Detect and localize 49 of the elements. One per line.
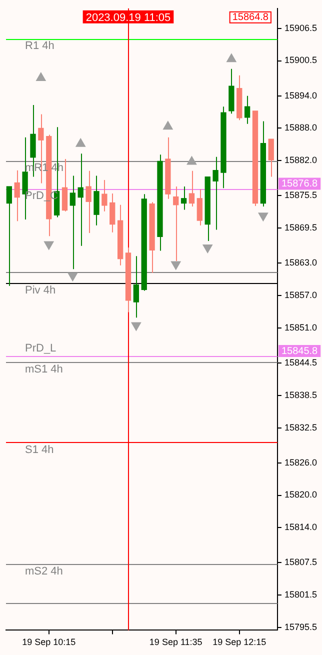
candlestick	[78, 153, 84, 246]
candlestick	[6, 186, 12, 286]
y-tick-label: 15869.5	[284, 222, 318, 233]
y-tick-label: 15807.5	[284, 557, 318, 568]
y-tick-label: 15801.5	[284, 590, 318, 600]
candlestick	[14, 170, 20, 222]
candlestick	[268, 138, 274, 178]
y-tick-label: 15838.5	[284, 390, 318, 400]
ref-line-label: mS1 4h	[25, 363, 63, 376]
candlestick	[212, 156, 218, 230]
candlestick	[173, 186, 179, 262]
y-tick-label: 15900.5	[284, 55, 318, 66]
x-tick-label: 19 Sep 11:35	[149, 637, 202, 648]
candlestick	[188, 170, 195, 207]
y-tick-label: 15888.0	[284, 122, 318, 133]
ref-line-label: S1 4h	[25, 444, 54, 456]
y-tick-label: 15832.5	[284, 422, 318, 432]
candlestick	[180, 186, 187, 210]
y-tick-label: 15906.5	[284, 22, 318, 33]
candlestick	[196, 188, 203, 226]
candlestick	[110, 193, 116, 233]
x-tick-label: 19 Sep 12:15	[212, 637, 266, 648]
y-tick-label: 15863.0	[284, 258, 318, 268]
annotation: 15876.8	[281, 178, 318, 190]
candlestick	[62, 158, 68, 212]
ref-line-label: PrD_L	[25, 342, 56, 355]
x-tick-label: 19 Sep 10:15	[22, 637, 76, 648]
candlestick	[244, 95, 250, 124]
ref-line-label: mS2 4h	[25, 565, 63, 578]
y-tick-label: 15894.0	[284, 90, 318, 100]
candlestick	[94, 175, 100, 226]
y-tick-label: 15814.0	[284, 522, 318, 532]
candlestick	[86, 170, 92, 234]
y-tick-label: 15826.0	[284, 457, 318, 468]
candlestick	[102, 180, 108, 212]
candlestick	[70, 175, 76, 270]
ref-line-label: Piv 4h	[25, 284, 56, 297]
y-tick-label: 15882.0	[284, 155, 318, 166]
y-tick-label: 15851.0	[284, 322, 318, 332]
ref-line-label: R1 4h	[25, 40, 54, 52]
y-tick-label: 15844.5	[284, 358, 318, 368]
y-tick-label: 15795.5	[284, 622, 318, 632]
y-tick-label: 15820.0	[284, 490, 318, 500]
annotation: 15845.8	[281, 346, 318, 357]
annotation: 15864.8	[232, 12, 269, 24]
ref-line-label: 2023.09.19 11:05	[86, 12, 171, 24]
y-tick-label: 15875.5	[284, 190, 318, 200]
candlestick	[133, 256, 140, 318]
y-tick-label: 15857.0	[284, 290, 318, 300]
